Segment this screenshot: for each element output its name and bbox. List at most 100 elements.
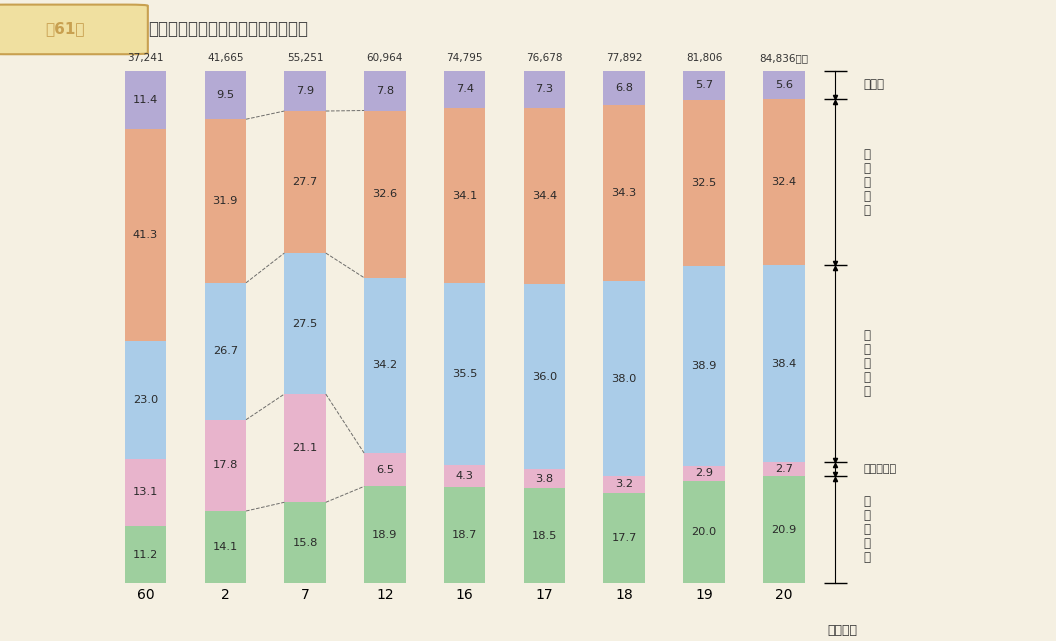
Bar bbox=[603, 281, 645, 476]
Bar bbox=[205, 71, 246, 119]
Text: 32.5: 32.5 bbox=[692, 178, 717, 188]
Text: 41,665: 41,665 bbox=[207, 53, 244, 63]
Bar bbox=[125, 341, 166, 459]
Text: 34.3: 34.3 bbox=[611, 188, 637, 198]
Bar bbox=[444, 283, 486, 465]
Text: 81,806: 81,806 bbox=[685, 53, 722, 63]
Bar bbox=[763, 476, 805, 583]
Text: 14.1: 14.1 bbox=[212, 542, 238, 552]
Text: 34.4: 34.4 bbox=[532, 191, 557, 201]
Bar bbox=[444, 487, 486, 583]
Text: 41.3: 41.3 bbox=[133, 230, 158, 240]
Bar bbox=[683, 466, 724, 481]
Bar bbox=[763, 462, 805, 476]
Text: 7.3: 7.3 bbox=[535, 84, 553, 94]
Bar bbox=[284, 71, 326, 111]
Bar bbox=[205, 119, 246, 283]
Text: 32.4: 32.4 bbox=[771, 178, 796, 187]
Bar bbox=[524, 285, 565, 469]
Text: 20.0: 20.0 bbox=[692, 527, 717, 537]
Text: 2.9: 2.9 bbox=[695, 469, 713, 478]
Bar bbox=[284, 253, 326, 394]
Bar bbox=[284, 503, 326, 583]
Bar bbox=[364, 278, 406, 453]
Bar bbox=[683, 481, 724, 583]
Text: 6.8: 6.8 bbox=[616, 83, 634, 93]
Bar bbox=[364, 110, 406, 278]
Bar bbox=[524, 71, 565, 108]
Bar bbox=[284, 394, 326, 503]
Text: 26.7: 26.7 bbox=[212, 346, 238, 356]
Bar bbox=[364, 453, 406, 487]
Text: 74,795: 74,795 bbox=[447, 53, 483, 63]
Text: 13.1: 13.1 bbox=[133, 487, 158, 497]
Text: 20.9: 20.9 bbox=[771, 525, 796, 535]
Text: 2.7: 2.7 bbox=[775, 464, 793, 474]
Text: 38.0: 38.0 bbox=[611, 374, 637, 384]
Text: 21.1: 21.1 bbox=[293, 443, 318, 453]
Text: 11.2: 11.2 bbox=[133, 549, 158, 560]
Text: 37,241: 37,241 bbox=[127, 53, 164, 63]
Bar bbox=[763, 99, 805, 265]
Bar bbox=[205, 511, 246, 583]
Text: 18.5: 18.5 bbox=[532, 531, 558, 541]
Text: 55,251: 55,251 bbox=[287, 53, 323, 63]
Text: 27.5: 27.5 bbox=[293, 319, 318, 329]
Bar bbox=[205, 420, 246, 511]
Text: 15.8: 15.8 bbox=[293, 538, 318, 548]
Text: 34.1: 34.1 bbox=[452, 191, 477, 201]
Text: 17.7: 17.7 bbox=[611, 533, 637, 543]
Text: 38.4: 38.4 bbox=[771, 359, 796, 369]
Bar bbox=[683, 71, 724, 100]
Bar bbox=[683, 267, 724, 466]
Text: 76,678: 76,678 bbox=[526, 53, 563, 63]
Bar bbox=[125, 526, 166, 583]
Text: 17.8: 17.8 bbox=[212, 460, 238, 470]
Bar bbox=[364, 487, 406, 583]
Bar bbox=[603, 71, 645, 105]
Text: 4.3: 4.3 bbox=[455, 471, 474, 481]
Text: 38.9: 38.9 bbox=[692, 361, 717, 371]
Text: 60,964: 60,964 bbox=[366, 53, 403, 63]
Text: 77,892: 77,892 bbox=[606, 53, 642, 63]
Text: 6.5: 6.5 bbox=[376, 465, 394, 475]
Text: 32.6: 32.6 bbox=[373, 189, 397, 199]
Bar bbox=[603, 105, 645, 281]
Text: 36.0: 36.0 bbox=[532, 372, 558, 381]
Text: 筢61図: 筢61図 bbox=[45, 21, 86, 37]
Text: 84,836億円: 84,836億円 bbox=[759, 53, 808, 63]
Text: 9.5: 9.5 bbox=[216, 90, 234, 100]
Bar bbox=[444, 465, 486, 487]
Text: 生
活
保
護
費: 生 活 保 護 費 bbox=[863, 148, 870, 217]
Text: 扶助費の目的別内訳の構成比の推移: 扶助費の目的別内訳の構成比の推移 bbox=[148, 20, 308, 38]
Text: 35.5: 35.5 bbox=[452, 369, 477, 379]
Text: 3.8: 3.8 bbox=[535, 474, 553, 484]
Bar bbox=[603, 476, 645, 492]
Bar bbox=[524, 108, 565, 285]
Text: 児
童
福
祉
費: 児 童 福 祉 費 bbox=[863, 329, 870, 398]
Bar bbox=[763, 71, 805, 99]
Bar bbox=[125, 71, 166, 129]
Text: 7.4: 7.4 bbox=[455, 85, 474, 94]
Text: 23.0: 23.0 bbox=[133, 395, 158, 404]
Text: 34.2: 34.2 bbox=[373, 360, 397, 370]
Text: 11.4: 11.4 bbox=[133, 95, 158, 104]
Bar bbox=[284, 111, 326, 253]
Text: 5.7: 5.7 bbox=[695, 80, 713, 90]
Text: 7.8: 7.8 bbox=[376, 85, 394, 96]
Text: 27.7: 27.7 bbox=[293, 177, 318, 187]
Text: その他: その他 bbox=[863, 78, 884, 92]
Text: 社
会
福
祉
費: 社 会 福 祉 費 bbox=[863, 495, 870, 564]
Text: 老人福祉費: 老人福祉費 bbox=[863, 464, 897, 474]
Bar bbox=[364, 71, 406, 110]
Bar bbox=[683, 100, 724, 267]
Text: 18.9: 18.9 bbox=[372, 530, 397, 540]
Text: （年度）: （年度） bbox=[828, 624, 857, 637]
Bar bbox=[763, 265, 805, 462]
Bar bbox=[603, 492, 645, 583]
Bar bbox=[444, 108, 486, 283]
Text: 5.6: 5.6 bbox=[775, 80, 793, 90]
Bar bbox=[444, 71, 486, 108]
Text: 7.9: 7.9 bbox=[296, 86, 314, 96]
Bar bbox=[205, 283, 246, 420]
